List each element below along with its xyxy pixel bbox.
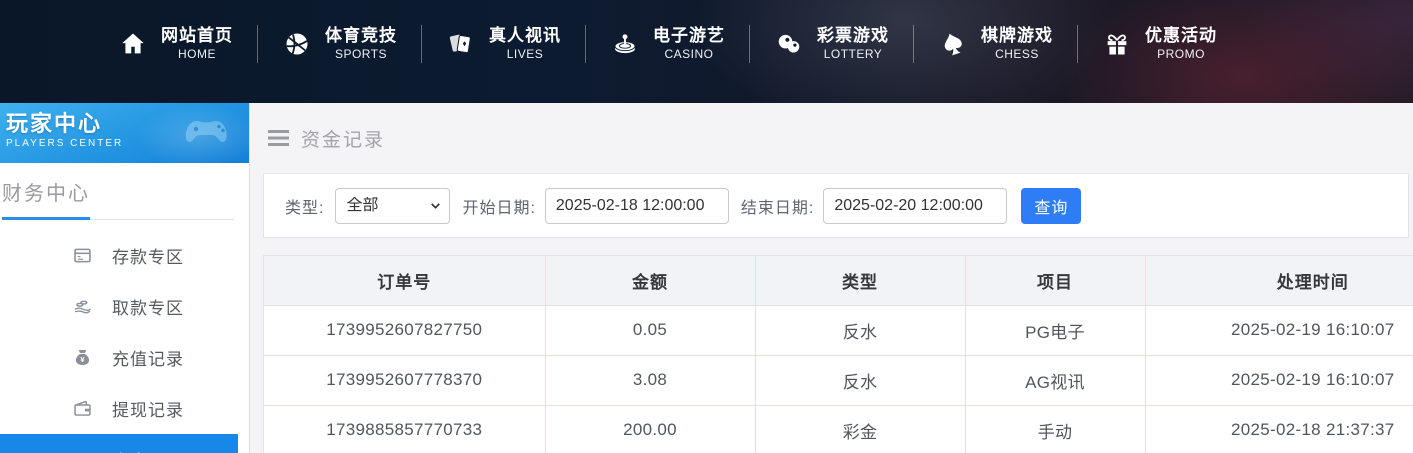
sidebar-item-deposit[interactable]: 存款专区 bbox=[0, 230, 249, 281]
cell-order-id: 1739952607827750 bbox=[264, 305, 546, 356]
cell-type: 反水 bbox=[755, 355, 966, 406]
sidebar-header: 玩家中心 PLAYERS CENTER bbox=[0, 103, 249, 163]
cell-time: 2025-02-19 16:10:07 bbox=[1145, 305, 1413, 356]
nav-divider bbox=[421, 24, 422, 63]
top-navigation: 网站首页 HOME 体育竞技 SPORTS 真人视讯 LIVES 电子游艺 CA… bbox=[0, 0, 1413, 103]
nav-divider bbox=[913, 24, 914, 63]
records-table: 订单号 金额 类型 项目 处理时间 1739952607827750 0.05 … bbox=[264, 256, 1413, 453]
finance-section: 财务中心 bbox=[0, 163, 249, 220]
sidebar: 玩家中心 PLAYERS CENTER 财务中心 存款专区 取款专区 bbox=[0, 103, 250, 453]
cell-item: PG电子 bbox=[965, 305, 1146, 356]
nav-label-zh: 真人视讯 bbox=[489, 25, 561, 45]
table-row: 1739885857770733 200.00 彩金 手动 2025-02-18… bbox=[264, 405, 1413, 453]
deposit-icon bbox=[71, 245, 93, 267]
players-center-title: 玩家中心 bbox=[6, 111, 103, 136]
nav-label-en: CASINO bbox=[664, 46, 714, 61]
home-icon bbox=[118, 29, 148, 59]
sidebar-item-withdraw[interactable]: 取款专区 bbox=[0, 281, 249, 332]
records-table-card: 订单号 金额 类型 项目 处理时间 1739952607827750 0.05 … bbox=[263, 255, 1413, 453]
nav-label-en: SPORTS bbox=[334, 46, 388, 61]
withdrawal-record-icon bbox=[71, 398, 93, 420]
search-button[interactable]: 查询 bbox=[1021, 187, 1082, 224]
table-row: 1739952607827750 0.05 反水 PG电子 2025-02-19… bbox=[264, 305, 1413, 356]
nav-item-lives[interactable]: 真人视讯 LIVES bbox=[446, 14, 561, 74]
sidebar-item-label: 取款专区 bbox=[112, 299, 184, 318]
type-label: 类型: bbox=[285, 199, 325, 217]
sidebar-item-withdrawal-record[interactable]: 提现记录 bbox=[0, 383, 249, 434]
table-header-row: 订单号 金额 类型 项目 处理时间 bbox=[264, 256, 1413, 306]
withdraw-icon bbox=[71, 296, 93, 318]
cell-time: 2025-02-19 16:10:07 bbox=[1145, 355, 1413, 406]
nav-divider bbox=[1077, 24, 1078, 63]
end-date-label: 结束日期: bbox=[740, 199, 815, 217]
end-date-input[interactable] bbox=[823, 187, 1008, 224]
start-date-label: 开始日期: bbox=[462, 199, 536, 217]
cell-item: AG视讯 bbox=[965, 355, 1146, 406]
cell-amount: 200.00 bbox=[545, 405, 756, 453]
nav-label-zh: 体育竞技 bbox=[325, 25, 397, 45]
recharge-record-icon: ¥ bbox=[71, 347, 93, 369]
nav-label-en: CHESS bbox=[995, 46, 1039, 61]
nav-label-en: PROMO bbox=[1157, 46, 1205, 61]
start-date-input[interactable] bbox=[544, 187, 729, 224]
nav-label-en: LIVES bbox=[506, 46, 544, 61]
nav-divider bbox=[585, 24, 586, 63]
menu-icon[interactable] bbox=[268, 129, 289, 147]
cell-order-id: 1739952607778370 bbox=[264, 355, 546, 406]
cell-amount: 0.05 bbox=[545, 305, 756, 356]
cell-time: 2025-02-18 21:37:37 bbox=[1145, 405, 1413, 453]
nav-label-zh: 棋牌游戏 bbox=[981, 25, 1053, 45]
col-type: 类型 bbox=[755, 256, 966, 306]
spade-icon bbox=[934, 25, 972, 63]
page-title: 资金记录 bbox=[301, 129, 386, 151]
sidebar-menu: 存款专区 取款专区 ¥ 充值记录 提现记录 bbox=[0, 230, 249, 453]
nav-divider bbox=[257, 24, 258, 63]
breadcrumb: 资金记录 bbox=[263, 103, 1409, 173]
col-order-id: 订单号 bbox=[264, 256, 546, 306]
sidebar-item-label: 资金记录 bbox=[112, 447, 184, 453]
roulette-icon bbox=[610, 29, 640, 59]
nav-divider bbox=[749, 24, 750, 63]
nav-item-promo[interactable]: 优惠活动 PROMO bbox=[1102, 14, 1217, 74]
gamepad-icon bbox=[183, 113, 235, 158]
col-amount: 金额 bbox=[545, 256, 756, 306]
nav-label-zh: 网站首页 bbox=[161, 25, 233, 45]
nav-label-zh: 优惠活动 bbox=[1145, 25, 1217, 45]
cell-item: 手动 bbox=[965, 405, 1146, 453]
nav-item-sports[interactable]: 体育竞技 SPORTS bbox=[282, 14, 397, 74]
basketball-icon bbox=[282, 29, 312, 59]
nav-label-en: LOTTERY bbox=[823, 46, 883, 61]
table-row: 1739952607778370 3.08 反水 AG视讯 2025-02-19… bbox=[264, 355, 1413, 406]
nav-item-lottery[interactable]: 彩票游戏 LOTTERY bbox=[774, 14, 889, 74]
type-select-wrap: 全部 bbox=[335, 187, 451, 224]
cards-icon bbox=[446, 29, 476, 59]
svg-text:¥: ¥ bbox=[80, 355, 85, 364]
cell-order-id: 1739885857770733 bbox=[264, 405, 546, 453]
gift-icon bbox=[1102, 29, 1132, 59]
cell-type: 彩金 bbox=[755, 405, 966, 453]
cell-type: 反水 bbox=[755, 305, 966, 356]
nav-label-zh: 彩票游戏 bbox=[817, 25, 889, 45]
filter-bar: 类型: 全部 开始日期: 结束日期: 查询 bbox=[263, 173, 1409, 238]
cell-amount: 3.08 bbox=[545, 355, 756, 406]
fund-record-icon bbox=[71, 449, 93, 453]
col-time: 处理时间 bbox=[1145, 256, 1413, 306]
sidebar-item-fund-record[interactable]: 资金记录 bbox=[0, 434, 238, 453]
sidebar-item-recharge-record[interactable]: ¥ 充值记录 bbox=[0, 332, 249, 383]
sidebar-item-label: 充值记录 bbox=[112, 350, 184, 369]
nav-item-casino[interactable]: 电子游艺 CASINO bbox=[610, 14, 725, 74]
nav-label-zh: 电子游艺 bbox=[653, 25, 725, 45]
sidebar-item-label: 提现记录 bbox=[112, 401, 184, 420]
lottery-balls-icon bbox=[774, 29, 804, 59]
players-center-subtitle: PLAYERS CENTER bbox=[6, 138, 124, 149]
main-content: 资金记录 类型: 全部 开始日期: 结束日期: 查询 bbox=[250, 103, 1413, 453]
nav-label-en: HOME bbox=[178, 46, 216, 61]
col-item: 项目 bbox=[965, 256, 1146, 306]
type-select[interactable]: 全部 bbox=[335, 187, 451, 224]
sidebar-item-label: 存款专区 bbox=[112, 248, 184, 267]
nav-item-home[interactable]: 网站首页 HOME bbox=[118, 14, 233, 74]
section-underline bbox=[2, 206, 234, 220]
finance-section-label: 财务中心 bbox=[2, 183, 90, 205]
nav-item-chess[interactable]: 棋牌游戏 CHESS bbox=[938, 14, 1053, 74]
